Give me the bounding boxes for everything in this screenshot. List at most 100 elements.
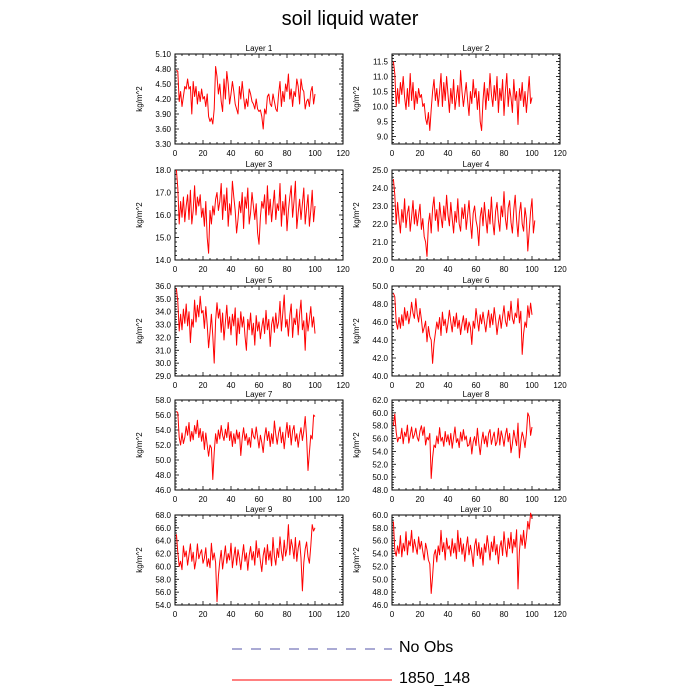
panel-5: Layer 5 0 20 40 60 80 100 120 29.0 30.0 31.0 32.0 33… <box>135 276 350 390</box>
y-tick-label: 9.0 <box>377 133 389 142</box>
x-tick-label: 60 <box>472 381 481 390</box>
panel-title: Layer 4 <box>463 160 490 169</box>
panel-title: Layer 2 <box>463 44 490 53</box>
x-tick-label: 120 <box>336 495 350 504</box>
y-tick-label: 20.0 <box>372 256 388 265</box>
panel-title: Layer 7 <box>246 390 273 399</box>
x-tick-label: 40 <box>444 265 453 274</box>
panel-title: Layer 6 <box>463 276 490 285</box>
y-tick-label: 16.0 <box>155 211 171 220</box>
panel-4: Layer 4 0 20 40 60 80 100 120 20.0 21.0 22.0 23.0 24… <box>352 160 567 274</box>
y-tick-label: 3.90 <box>155 110 171 119</box>
x-tick-label: 80 <box>500 381 509 390</box>
series-line <box>392 512 533 594</box>
x-tick-label: 120 <box>336 149 350 158</box>
x-tick-label: 0 <box>390 149 395 158</box>
x-tick-label: 40 <box>444 610 453 619</box>
x-tick-label: 20 <box>416 381 425 390</box>
x-tick-label: 0 <box>173 495 178 504</box>
series-line <box>176 66 316 130</box>
x-tick-label: 60 <box>255 149 264 158</box>
y-tick-label: 23.0 <box>372 202 388 211</box>
y-tick-label: 46.0 <box>372 318 388 327</box>
panel-title: Layer 5 <box>246 276 273 285</box>
y-tick-label: 35.0 <box>155 295 171 304</box>
x-tick-label: 20 <box>199 265 208 274</box>
y-tick-label: 10.0 <box>372 103 388 112</box>
x-tick-label: 0 <box>173 149 178 158</box>
y-tick-label: 66.0 <box>155 524 171 533</box>
y-axis-label: kg/m^2 <box>352 86 361 112</box>
y-tick-label: 21.0 <box>372 238 388 247</box>
y-tick-label: 50.0 <box>155 456 171 465</box>
x-tick-label: 120 <box>553 149 567 158</box>
y-tick-label: 52.0 <box>372 460 388 469</box>
x-tick-label: 0 <box>390 381 395 390</box>
x-tick-label: 0 <box>390 495 395 504</box>
y-tick-label: 22.0 <box>372 220 388 229</box>
y-axis-label: kg/m^2 <box>352 202 361 228</box>
panel-8: Layer 8 0 20 40 60 80 100 120 48.0 50.0 52.0 54.0 56… <box>352 390 567 504</box>
x-tick-label: 100 <box>308 381 322 390</box>
y-tick-label: 50.0 <box>372 575 388 584</box>
y-axis-label: kg/m^2 <box>135 86 144 112</box>
x-tick-label: 20 <box>416 149 425 158</box>
y-tick-label: 62.0 <box>155 550 171 559</box>
x-tick-label: 40 <box>227 381 236 390</box>
y-tick-label: 50.0 <box>372 282 388 291</box>
y-tick-label: 48.0 <box>155 471 171 480</box>
x-tick-label: 0 <box>390 610 395 619</box>
panel-3: Layer 3 0 20 40 60 80 100 120 14.0 15.0 16.0 17.0 18… <box>135 160 350 274</box>
x-tick-label: 100 <box>308 495 322 504</box>
x-tick-label: 0 <box>173 381 178 390</box>
x-tick-label: 20 <box>416 265 425 274</box>
y-tick-label: 58.0 <box>372 422 388 431</box>
y-tick-label: 34.0 <box>155 308 171 317</box>
y-tick-label: 54.0 <box>372 447 388 456</box>
x-tick-label: 60 <box>472 149 481 158</box>
panel-title: Layer 8 <box>463 390 490 399</box>
y-tick-label: 3.60 <box>155 125 171 134</box>
y-tick-label: 11.5 <box>373 58 389 67</box>
x-tick-label: 20 <box>199 495 208 504</box>
panel-7: Layer 7 0 20 40 60 80 100 120 46.0 48.0 50.0 52.0 54… <box>135 390 350 504</box>
series-line <box>392 61 533 131</box>
y-axis-label: kg/m^2 <box>135 202 144 228</box>
y-tick-label: 29.0 <box>155 372 171 381</box>
series-line <box>176 410 316 480</box>
y-tick-label: 58.0 <box>372 524 388 533</box>
x-tick-label: 80 <box>283 381 292 390</box>
panel-title: Layer 1 <box>246 44 273 53</box>
series-line <box>392 293 533 364</box>
x-tick-label: 100 <box>525 265 539 274</box>
x-tick-label: 120 <box>553 381 567 390</box>
y-tick-label: 32.0 <box>155 333 171 342</box>
x-tick-label: 20 <box>416 495 425 504</box>
y-tick-label: 3.30 <box>155 140 171 149</box>
series-line <box>175 524 316 603</box>
y-axis-label: kg/m^2 <box>352 318 361 344</box>
y-tick-label: 24.0 <box>372 184 388 193</box>
y-tick-label: 36.0 <box>155 282 171 291</box>
x-tick-label: 40 <box>444 149 453 158</box>
x-tick-label: 60 <box>255 610 264 619</box>
x-tick-label: 60 <box>472 495 481 504</box>
x-tick-label: 100 <box>308 265 322 274</box>
y-tick-label: 40.0 <box>372 372 388 381</box>
y-tick-label: 10.5 <box>372 88 388 97</box>
panel-6: Layer 6 0 20 40 60 80 100 120 40.0 42.0 44.0 46.0 48… <box>352 276 567 390</box>
y-tick-label: 60.0 <box>372 409 388 418</box>
x-tick-label: 80 <box>283 265 292 274</box>
x-tick-label: 0 <box>173 265 178 274</box>
x-tick-label: 80 <box>500 149 509 158</box>
y-tick-label: 52.0 <box>155 441 171 450</box>
y-tick-label: 17.0 <box>155 189 171 198</box>
y-axis-label: kg/m^2 <box>135 318 144 344</box>
x-tick-label: 60 <box>472 610 481 619</box>
y-tick-label: 58.0 <box>155 575 171 584</box>
y-tick-label: 9.5 <box>377 118 389 127</box>
x-tick-label: 60 <box>255 495 264 504</box>
panel-title: Layer 3 <box>246 160 273 169</box>
y-tick-label: 48.0 <box>372 300 388 309</box>
